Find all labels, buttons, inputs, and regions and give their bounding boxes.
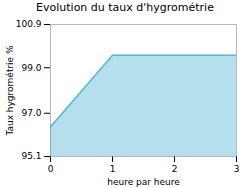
svg-text:97.0: 97.0 <box>21 108 41 118</box>
svg-text:95.1: 95.1 <box>21 151 41 161</box>
svg-text:0: 0 <box>48 164 54 174</box>
svg-text:3: 3 <box>234 164 240 174</box>
html-text:Evolution du taux d'hygrométri: Evolution du taux d'hygrométrie <box>36 1 214 14</box>
svg-text:heure par heure: heure par heure <box>107 177 180 187</box>
svg-text:99.0: 99.0 <box>21 63 41 73</box>
svg-text:2: 2 <box>172 164 178 174</box>
svg-text:100.9: 100.9 <box>16 19 42 29</box>
svg-text:1: 1 <box>110 164 116 174</box>
svg-text:Taux hygrométrie %: Taux hygrométrie % <box>5 45 15 137</box>
